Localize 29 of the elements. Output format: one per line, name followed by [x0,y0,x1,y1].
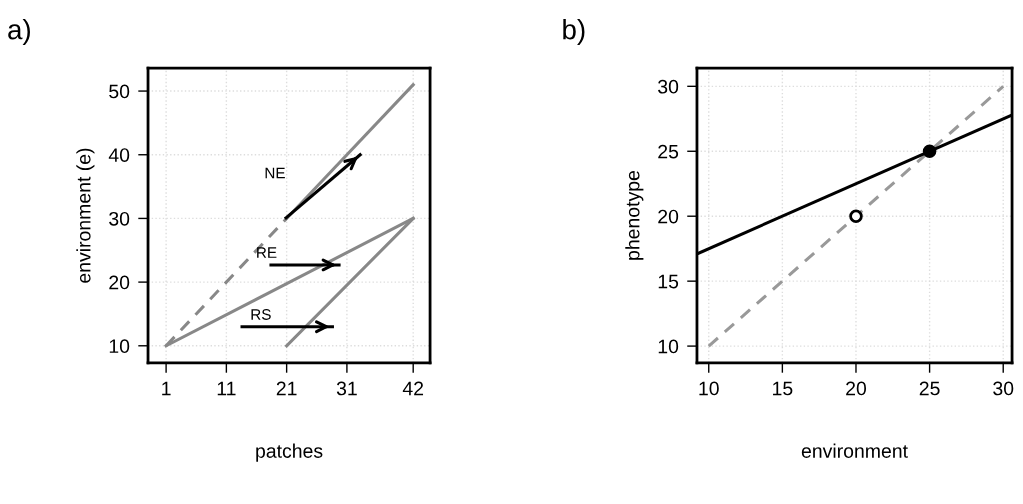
y-axis-title: phenotype [625,171,644,260]
chart-title: a) [8,19,30,45]
x-tick-label: 42 [402,381,424,396]
y-tick-label: 25 [658,144,679,159]
y-tick-label: 10 [109,339,130,354]
annotation: NE [265,167,285,179]
x-tick-label: 15 [773,381,793,396]
y-tick-label: 15 [658,274,679,289]
x-tick-label: 31 [336,381,357,396]
y-tick-label: 20 [109,275,130,290]
x-axis-title: environment [801,443,908,458]
x-tick-label: 30 [993,381,1014,396]
x-tick-label: 10 [699,381,719,396]
y-tick-label: 50 [109,84,130,99]
x-tick-label: 1 [162,381,171,396]
annotation: RE [257,247,277,258]
chart-title: b) [563,19,585,45]
y-tick-label: 10 [658,339,679,354]
x-tick-label: 20 [846,381,867,396]
x-tick-label: 21 [276,381,297,396]
y-tick-label: 30 [658,79,679,94]
y-tick-label: 30 [109,211,130,226]
y-axis-title: environment (e) [76,148,95,283]
y-tick-label: 20 [658,209,679,224]
annotation: RS [251,309,271,320]
x-tick-label: 25 [919,381,940,396]
y-tick-label: 40 [108,148,130,162]
x-tick-label: 11 [217,381,236,396]
x-axis-title: patches [256,443,323,462]
